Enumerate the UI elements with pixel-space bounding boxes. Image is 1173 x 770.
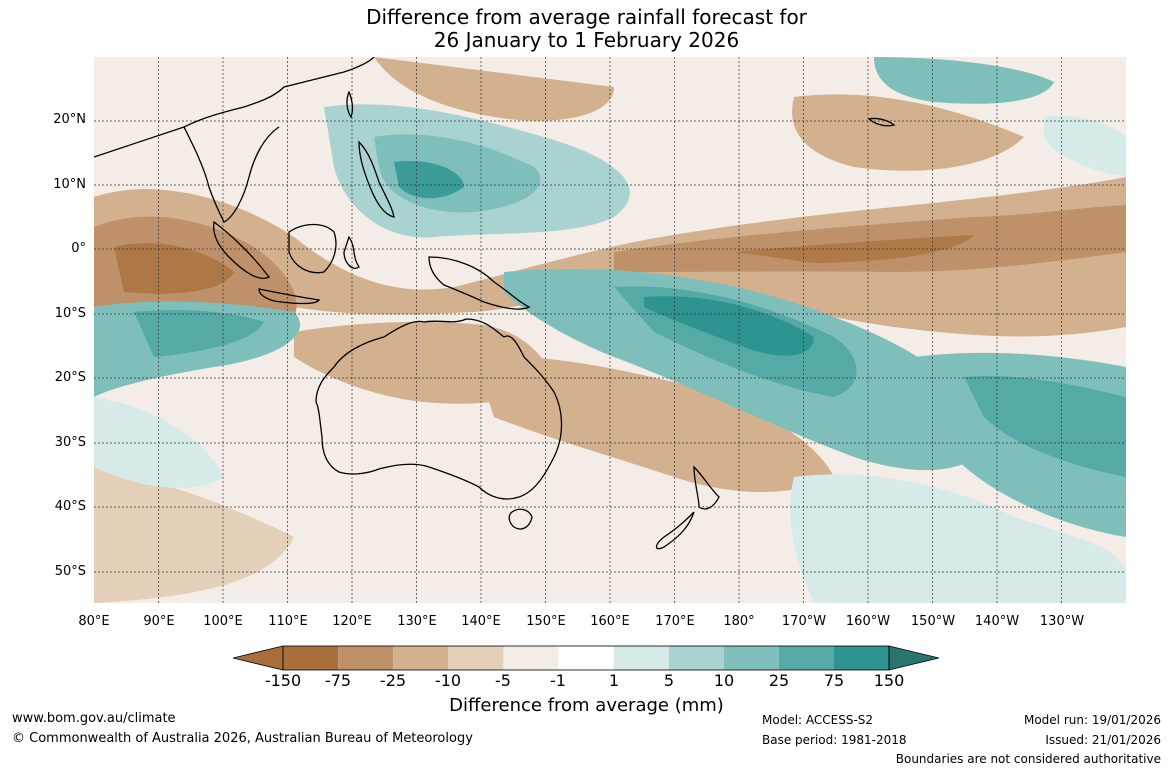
colorbar-swatch [448, 646, 504, 670]
colorbar-tick-label: 75 [823, 671, 845, 690]
sumatra-coastline [213, 220, 270, 279]
dry-anomaly-regions [94, 57, 1126, 603]
wet-anomaly-regions [94, 57, 1126, 603]
colorbar-title: Difference from average (mm) [449, 695, 724, 716]
colorbar-swatch [558, 646, 614, 670]
colorbar-tick-label: 5 [663, 671, 675, 690]
lon-label-170e: 170°E [655, 614, 695, 629]
lat-label-30s: 30°S [54, 435, 86, 450]
colorbar-tick-label: -25 [379, 671, 407, 690]
hawaii-coastline [867, 117, 896, 127]
lon-label-130e: 130°E [397, 614, 437, 629]
lon-label-140w: 140°W [974, 614, 1020, 629]
lat-label-40s: 40°S [54, 499, 86, 514]
colorbar-swatch [668, 646, 724, 670]
lat-label-20s: 20°S [54, 370, 86, 385]
colorbar-tick-label: 25 [768, 671, 790, 690]
lon-label-160e: 160°E [590, 614, 630, 629]
lat-label-10s: 10°S [54, 306, 86, 321]
colorbar-tick-label: -10 [434, 671, 462, 690]
colorbar-tick-label: -75 [324, 671, 352, 690]
lon-label-100e: 100°E [203, 614, 243, 629]
lon-label-170w: 170°W [781, 614, 827, 629]
colorbar-swatch [393, 646, 449, 670]
colorbar-swatch [338, 646, 394, 670]
colorbar-tick-label: 1 [608, 671, 620, 690]
colorbar-tick-label: 10 [713, 671, 735, 690]
colorbar-tick-label: -5 [495, 671, 511, 690]
boundaries-disclaimer: Boundaries are not considered authoritat… [895, 752, 1161, 766]
colorbar-high-extend [888, 645, 939, 671]
colorbar-tick-label: -150 [264, 671, 302, 690]
map-title-line2: 26 January to 1 February 2026 [433, 28, 740, 52]
new-zealand-south-coastline [655, 511, 695, 550]
website-link[interactable]: www.bom.gov.au/climate [12, 711, 176, 726]
lon-label-110e: 110°E [268, 614, 308, 629]
coastlines [94, 57, 896, 550]
colorbar-swatch [503, 646, 559, 670]
lat-label-10n: 10°N [53, 177, 86, 192]
lat-label-0: 0° [71, 241, 86, 256]
lat-label-50s: 50°S [54, 564, 86, 579]
lon-label-150e: 150°E [526, 614, 566, 629]
lon-label-90e: 90°E [143, 614, 175, 629]
australia-coastline [315, 318, 563, 500]
asia-mainland-coastline [94, 57, 375, 158]
lon-label-150w: 150°W [910, 614, 956, 629]
colorbar-tick-label: 150 [873, 671, 905, 690]
new-zealand-north-coastline [693, 465, 720, 510]
colorbar-swatch [613, 646, 669, 670]
issued-date: Issued: 21/01/2026 [1045, 733, 1161, 747]
base-period: Base period: 1981-2018 [762, 733, 907, 747]
lon-label-180: 180° [723, 614, 755, 629]
lon-label-140e: 140°E [461, 614, 501, 629]
model-name: Model: ACCESS-S2 [762, 713, 874, 727]
lon-label-80e: 80°E [78, 614, 110, 629]
graticule [94, 57, 1126, 603]
copyright-text: © Commonwealth of Australia 2026, Austra… [12, 731, 473, 746]
philippines-coastline [358, 140, 395, 218]
new-guinea-coastline [428, 256, 531, 310]
taiwan-coastline [346, 90, 354, 119]
colorbar-tick-label: -1 [550, 671, 566, 690]
lon-label-130w: 130°W [1039, 614, 1085, 629]
colorbar-swatch [723, 646, 779, 670]
sulawesi-coastline [343, 235, 360, 269]
colorbar [233, 645, 939, 671]
lat-label-20n: 20°N [53, 112, 86, 127]
tasmania-coastline [508, 508, 533, 530]
borneo-coastline [288, 223, 337, 274]
lon-label-120e: 120°E [332, 614, 372, 629]
model-run-date: Model run: 19/01/2026 [1023, 713, 1161, 727]
lon-label-160w: 160°W [845, 614, 891, 629]
colorbar-swatch [778, 646, 834, 670]
colorbar-swatch [283, 646, 339, 670]
map-canvas [94, 57, 1126, 603]
java-coastline [258, 288, 321, 305]
colorbar-frame [282, 645, 890, 671]
map-title-line1: Difference from average rainfall forecas… [366, 5, 807, 29]
indochina-coastline [183, 126, 280, 223]
rainfall-anomaly-map [94, 57, 1126, 603]
colorbar-low-extend [233, 645, 284, 671]
colorbar-swatch [834, 646, 889, 670]
